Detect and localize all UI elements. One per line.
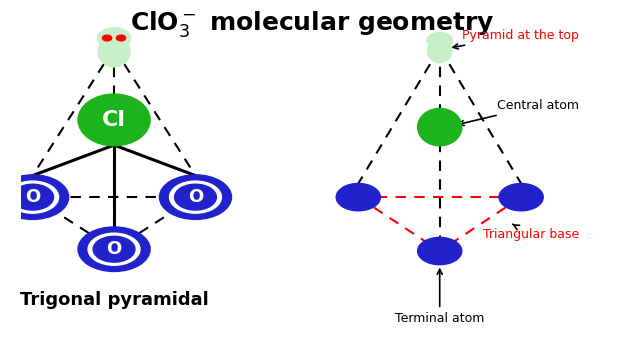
Ellipse shape [418, 108, 462, 146]
Circle shape [7, 181, 59, 213]
Text: Trigonal pyramidal: Trigonal pyramidal [20, 291, 208, 309]
Circle shape [88, 233, 140, 265]
Circle shape [336, 183, 380, 211]
Ellipse shape [427, 39, 452, 63]
Circle shape [418, 237, 462, 265]
Text: Cl: Cl [102, 110, 126, 130]
Circle shape [427, 32, 453, 48]
Circle shape [160, 175, 232, 219]
Circle shape [0, 175, 69, 219]
Circle shape [116, 35, 126, 41]
Ellipse shape [78, 94, 150, 146]
Circle shape [93, 236, 135, 262]
Circle shape [170, 181, 222, 213]
Circle shape [78, 227, 150, 271]
Circle shape [97, 28, 130, 48]
Text: O: O [188, 188, 203, 206]
Circle shape [103, 35, 112, 41]
Text: O: O [106, 240, 122, 258]
Ellipse shape [98, 36, 130, 67]
Circle shape [175, 184, 216, 210]
Text: Central atom: Central atom [459, 99, 579, 126]
Circle shape [499, 183, 543, 211]
Circle shape [12, 184, 54, 210]
Text: Pyramid at the top: Pyramid at the top [453, 29, 579, 49]
Text: O: O [25, 188, 41, 206]
Text: Terminal atom: Terminal atom [395, 269, 484, 325]
Text: Triangular base: Triangular base [483, 224, 579, 241]
Text: ClO$_3^-$ molecular geometry: ClO$_3^-$ molecular geometry [130, 9, 494, 39]
